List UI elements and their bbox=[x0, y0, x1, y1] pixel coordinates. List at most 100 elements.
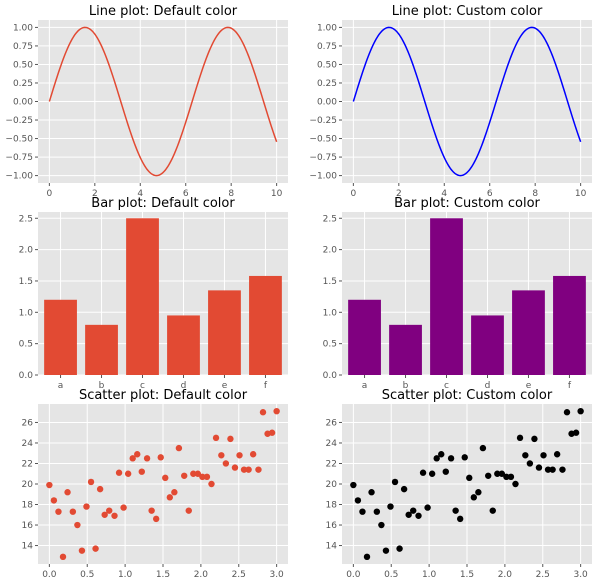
scatter-point bbox=[157, 454, 164, 461]
scatter-point bbox=[387, 503, 394, 510]
scatter-point bbox=[74, 521, 81, 529]
scatter-point bbox=[218, 452, 225, 459]
y-tick-label: 0.0 bbox=[19, 371, 34, 381]
scatter-point bbox=[124, 470, 132, 477]
bar bbox=[85, 324, 118, 375]
scatter-point bbox=[240, 466, 248, 473]
scatter-point bbox=[236, 452, 243, 459]
x-tick-label: 1.0 bbox=[118, 570, 133, 580]
scatter-point bbox=[115, 469, 123, 476]
panel-line-custom: −1.00 −0.75 −0.50 −0.25 0.00 0.25 0.50 0.75 1.00… bbox=[309, 4, 592, 199]
scatter-point bbox=[535, 464, 543, 471]
series-line bbox=[352, 26, 582, 177]
scatter-point bbox=[452, 507, 459, 514]
scatter-point bbox=[549, 466, 556, 473]
scatter-point bbox=[350, 481, 357, 489]
panel-bar-default: 0.0 0.5 1.0 1.5 2.0 2.5 a b c d e f Bar plot: Defau… bbox=[19, 196, 288, 391]
scatter-point bbox=[59, 553, 67, 561]
y-tick-label: 2.0 bbox=[323, 246, 338, 256]
scatter-point bbox=[400, 485, 408, 493]
scatter-point bbox=[255, 466, 262, 473]
x-tick-label: f bbox=[264, 381, 268, 391]
scatter-point bbox=[208, 480, 215, 488]
scatter-point bbox=[577, 407, 584, 415]
y-tick-label: 1.0 bbox=[19, 308, 34, 318]
y-tick-label: −0.50 bbox=[309, 135, 337, 145]
scatter-point bbox=[50, 497, 58, 504]
scatter-point bbox=[96, 485, 104, 493]
y-tick-label: 20 bbox=[326, 480, 338, 490]
scatter-point bbox=[162, 474, 169, 482]
y-tick-label: −1.00 bbox=[5, 172, 33, 182]
y-tick-label: 0.0 bbox=[323, 371, 338, 381]
plot-background bbox=[342, 212, 592, 375]
scatter-point bbox=[396, 545, 403, 552]
x-tick-label: 10 bbox=[575, 189, 587, 199]
y-tick-label: 0.00 bbox=[317, 98, 337, 108]
scatter-point bbox=[507, 473, 515, 481]
y-tick-label: 22 bbox=[22, 459, 33, 469]
scatter-point bbox=[245, 466, 252, 473]
y-tick-label: 18 bbox=[326, 501, 338, 511]
y-tick-label: 16 bbox=[22, 521, 34, 531]
y-tick-label: 0.50 bbox=[13, 60, 33, 70]
x-tick-label: 2.0 bbox=[498, 570, 513, 580]
y-tick-label: −0.25 bbox=[5, 116, 33, 126]
y-tick-label: 0.75 bbox=[317, 42, 337, 52]
scatter-point bbox=[456, 515, 464, 523]
scatter-point bbox=[194, 470, 202, 477]
scatter-point bbox=[83, 503, 90, 510]
scatter-point bbox=[470, 494, 478, 501]
x-tick-label: 0.5 bbox=[384, 570, 398, 580]
scatter-point bbox=[268, 429, 276, 436]
scatter-point bbox=[572, 429, 580, 436]
scatter-point bbox=[489, 507, 496, 514]
scatter-point bbox=[503, 473, 510, 481]
scatter-point bbox=[185, 507, 192, 514]
x-tick-label: 0.0 bbox=[346, 570, 361, 580]
scatter-point bbox=[143, 455, 151, 462]
scatter-point bbox=[152, 515, 160, 523]
bar bbox=[249, 275, 282, 375]
y-tick-label: 1.00 bbox=[13, 23, 33, 33]
scatter-point bbox=[64, 489, 71, 496]
scatter-point bbox=[516, 434, 524, 442]
scatter-point bbox=[120, 504, 127, 511]
scatter-point bbox=[148, 507, 155, 514]
x-tick-label: 4 bbox=[137, 189, 143, 199]
y-tick-label: 2.5 bbox=[19, 214, 33, 224]
scatter-point bbox=[111, 512, 118, 519]
scatter-point bbox=[526, 460, 534, 467]
scatter-point bbox=[531, 435, 538, 443]
x-tick-label: 8 bbox=[228, 189, 234, 199]
x-tick-label: 6 bbox=[487, 189, 493, 199]
scatter-point bbox=[438, 451, 445, 458]
scatter-point bbox=[106, 507, 113, 514]
y-tick-label: 0.25 bbox=[317, 79, 337, 89]
x-tick-label: 0 bbox=[350, 189, 356, 199]
x-tick-label: 8 bbox=[532, 189, 538, 199]
scatter-point bbox=[410, 507, 417, 514]
x-tick-label: a bbox=[58, 381, 64, 391]
panel-title-bar-default: Bar plot: Default color bbox=[91, 196, 235, 211]
scatter-point bbox=[259, 409, 267, 416]
y-tick-label: 0.5 bbox=[323, 340, 337, 350]
scatter-point bbox=[273, 407, 280, 415]
scatter-point bbox=[249, 451, 257, 458]
scatter-point bbox=[553, 451, 561, 458]
x-tick-label: b bbox=[99, 381, 105, 391]
panel-title-scatter-custom: Scatter plot: Custom color bbox=[382, 388, 553, 403]
scatter-point bbox=[424, 504, 431, 511]
x-tick-label: d bbox=[181, 381, 187, 391]
scatter-point bbox=[522, 452, 529, 459]
scatter-point bbox=[101, 511, 108, 518]
x-tick-label: 6 bbox=[183, 189, 189, 199]
y-tick-label: 0.00 bbox=[13, 98, 33, 108]
y-tick-label: 1.00 bbox=[317, 23, 337, 33]
y-tick-label: 26 bbox=[22, 418, 34, 428]
y-tick-label: 24 bbox=[22, 439, 34, 449]
bar bbox=[471, 315, 504, 375]
x-tick-label: 0.5 bbox=[80, 570, 94, 580]
scatter-point bbox=[559, 466, 566, 473]
